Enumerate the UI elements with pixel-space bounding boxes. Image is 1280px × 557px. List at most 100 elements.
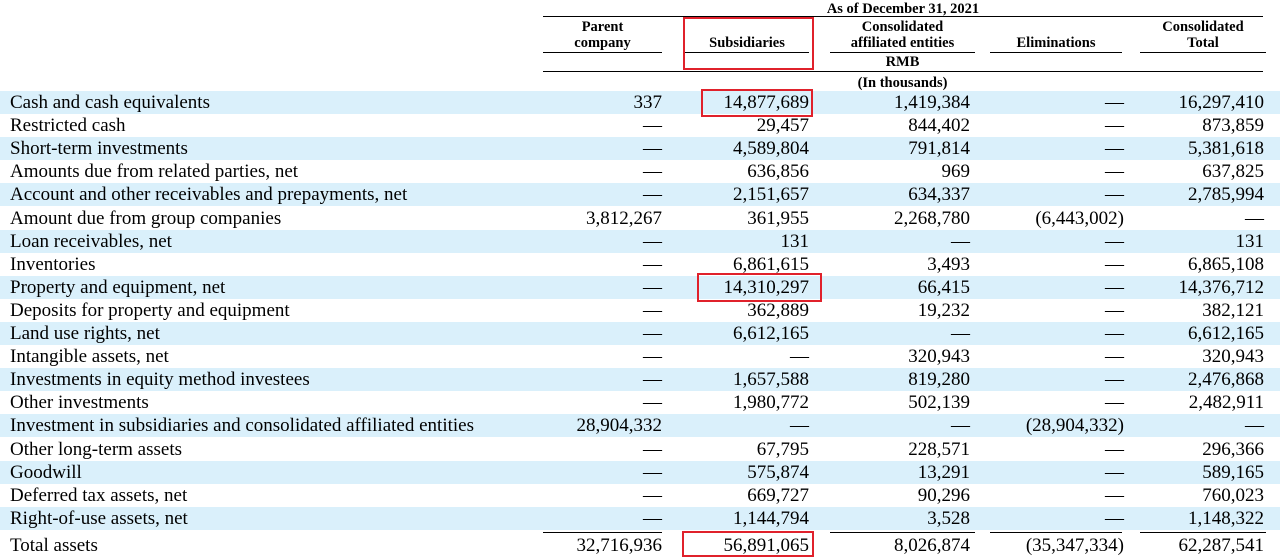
table-row: Investments in equity method investees — 1… [0, 368, 1280, 392]
col-header-parent-line2: company [574, 35, 631, 51]
total-row: Total assets 32,716,936 56,891,065 8,026,87… [0, 534, 1280, 557]
table-row: Investment in subsidiaries and consolida… [0, 414, 1280, 438]
cell-total: 873,859 [1202, 115, 1264, 137]
cell-total: 62,287,541 [1178, 535, 1265, 556]
cell-subsidiaries: 1,657,588 [733, 369, 809, 391]
table-row: Account and other receivables and prepay… [0, 183, 1280, 207]
cell-parent: 337 [633, 92, 663, 113]
col-header-total-line1: Consolidated [1162, 19, 1244, 35]
table-row: Land use rights, net — 6,612,165 — — 6,612,16… [0, 322, 1280, 345]
cell-parent: — [643, 230, 662, 252]
col-header-parent-line1: Parent [581, 19, 624, 35]
cell-eliminations: — [1105, 276, 1124, 298]
cell-eliminations: — [1105, 346, 1124, 368]
cell-total: 637,825 [1202, 161, 1264, 183]
cell-total: — [1245, 207, 1264, 229]
cell-total: 382,121 [1202, 299, 1264, 321]
cell-eliminations: — [1105, 115, 1124, 137]
cell-total: 760,023 [1202, 484, 1264, 506]
cell-eliminations: — [1105, 438, 1124, 460]
cell-parent: — [643, 461, 662, 483]
cell-eliminations: — [1105, 323, 1124, 344]
cell-subsidiaries: 362,889 [747, 299, 809, 321]
cell-parent: 3,812,267 [586, 207, 662, 229]
cell-subsidiaries: 67,795 [756, 438, 809, 460]
cell-subsidiaries: 2,151,657 [733, 184, 809, 206]
cell-parent: 28,904,332 [576, 415, 663, 437]
cell-eliminations: — [1105, 138, 1124, 160]
cell-subsidiaries: 1,144,794 [733, 507, 809, 529]
subtotal-rule [990, 532, 1122, 533]
cell-affiliated: 228,571 [908, 438, 970, 460]
row-label: Inventories [10, 253, 96, 275]
cell-affiliated: 502,139 [908, 392, 970, 414]
row-label: Other investments [10, 392, 149, 414]
cell-subsidiaries: 669,727 [747, 484, 809, 506]
cell-affiliated: 969 [941, 161, 971, 183]
table-row: Right-of-use assets, net — 1,144,794 3,528 —… [0, 506, 1280, 530]
col-header-eliminations: Eliminations [1016, 35, 1096, 51]
cell-total: 1,148,322 [1188, 507, 1264, 529]
cell-affiliated: — [951, 323, 970, 344]
cell-eliminations: — [1105, 461, 1124, 483]
row-label: Short-term investments [10, 138, 188, 160]
cell-parent: — [643, 392, 662, 414]
row-label: Total assets [10, 535, 98, 556]
currency-label: RMB [885, 54, 920, 70]
cell-parent: — [643, 346, 662, 368]
cell-total: — [1245, 415, 1264, 437]
cell-parent: — [643, 184, 662, 206]
col-header-affiliated-line1: Consolidated [861, 19, 944, 35]
table-row: Other long-term assets — 67,795 228,571 — 296… [0, 438, 1280, 461]
cell-subsidiaries: — [790, 415, 809, 437]
col-header-parent: Parent company [543, 19, 662, 51]
row-label: Amounts due from related parties, net [10, 161, 299, 183]
col-underline-parent [543, 52, 662, 53]
cell-eliminations: — [1105, 507, 1124, 529]
cell-parent: — [643, 115, 662, 137]
period-heading: As of December 31, 2021 [826, 1, 980, 17]
cell-eliminations: — [1105, 484, 1124, 506]
row-label: Loan receivables, net [10, 230, 172, 252]
col-header-affiliated-line2: affiliated entities [850, 35, 955, 51]
cell-parent: — [643, 253, 662, 275]
cell-affiliated: 3,493 [927, 253, 970, 275]
row-label: Other long-term assets [10, 438, 183, 460]
row-label: Property and equipment, net [10, 276, 226, 298]
cell-eliminations: — [1105, 161, 1124, 183]
highlight-subsidiaries-header [683, 17, 814, 70]
cell-subsidiaries: 56,891,065 [723, 535, 810, 556]
cell-parent: — [643, 276, 662, 298]
cell-eliminations: — [1105, 230, 1124, 252]
cell-eliminations: — [1105, 92, 1124, 113]
col-header-total-line2: Total [1187, 35, 1219, 51]
cell-subsidiaries: 361,955 [747, 207, 809, 229]
cell-total: 131 [1235, 230, 1265, 252]
cell-total: 14,376,712 [1178, 276, 1265, 298]
table-row: Deposits for property and equipment — 362,… [0, 299, 1280, 322]
table-row: Restricted cash — 29,457 844,402 — 873,859 [0, 114, 1280, 137]
cell-eliminations: — [1105, 369, 1124, 391]
col-header-subsidiaries: Subsidiaries [709, 35, 785, 51]
cell-subsidiaries: 14,310,297 [723, 276, 810, 298]
row-label: Right-of-use assets, net [10, 507, 188, 529]
cell-total: 320,943 [1202, 346, 1264, 368]
cell-subsidiaries: 131 [780, 230, 810, 252]
cell-total: 5,381,618 [1188, 138, 1264, 160]
cell-affiliated: — [951, 230, 970, 252]
col-header-affiliated: Consolidated affiliated entities [830, 19, 975, 51]
table-row: Loan receivables, net — 131 — — 131 [0, 229, 1280, 253]
cell-total: 6,612,165 [1188, 323, 1264, 344]
row-label: Deferred tax assets, net [10, 484, 188, 506]
cell-eliminations: (28,904,332) [1025, 415, 1124, 437]
cell-affiliated: 90,296 [917, 484, 970, 506]
cell-eliminations: — [1105, 184, 1124, 206]
cell-affiliated: 13,291 [917, 461, 970, 483]
table-row: Intangible assets, net — — 320,943 — 320,943 [0, 345, 1280, 368]
row-label: Intangible assets, net [10, 346, 169, 368]
cell-affiliated: 819,280 [908, 369, 970, 391]
cell-parent: — [643, 161, 662, 183]
cell-affiliated: 3,528 [927, 507, 970, 529]
table-row: Cash and cash equivalents 337 14,877,689 1,… [0, 91, 1280, 114]
cell-subsidiaries: 6,861,615 [733, 253, 809, 275]
